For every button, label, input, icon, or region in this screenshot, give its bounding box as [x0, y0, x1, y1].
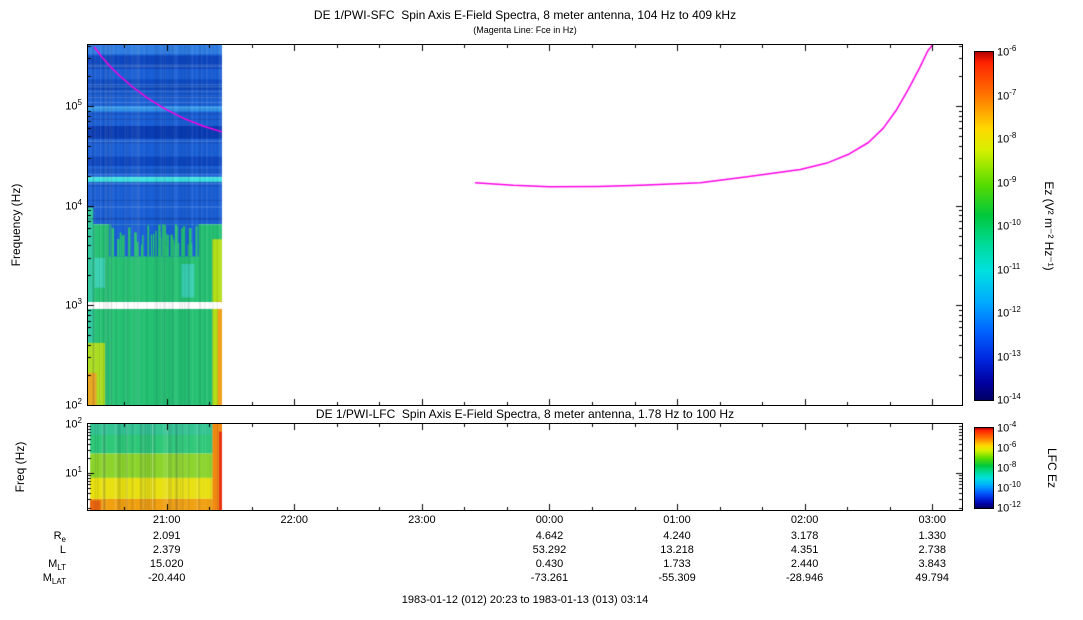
sfc-colorbar-tick-label: 10-11 — [997, 261, 1021, 277]
sfc-colorbar-tick-label: 10-8 — [997, 131, 1017, 146]
lfc-colorbar — [974, 427, 994, 509]
ephemeris-value: 3.843 — [918, 558, 946, 570]
lfc-ytick-label: 102 — [65, 416, 82, 431]
ephemeris-value: -20.440 — [148, 572, 186, 584]
ephemeris-value: 4.642 — [535, 530, 564, 542]
sfc-plot — [87, 44, 963, 406]
lfc-colorbar-tick-label: 10-8 — [997, 460, 1017, 475]
ephemeris-value: 49.794 — [915, 572, 950, 584]
ephemeris-row-label: MLT — [48, 558, 66, 573]
sfc-colorbar-tick-label: 10-14 — [997, 392, 1021, 407]
lfc-spectrogram-canvas — [88, 424, 962, 510]
ephemeris-value: 53.292 — [532, 544, 567, 556]
x-axis-tick-label: 21:00 — [152, 514, 181, 526]
sfc-colorbar-tick-label: 10-12 — [997, 305, 1021, 320]
ephemeris-value: -73.261 — [530, 572, 569, 584]
ephemeris-value: -28.946 — [785, 572, 824, 584]
sfc-spectrogram-canvas — [88, 45, 962, 405]
x-axis-tick-label: 01:00 — [663, 514, 691, 526]
sfc-colorbar-label: Ez (V² m⁻² Hz⁻¹) — [1042, 181, 1056, 271]
lfc-colorbar-label: LFC Ez — [1045, 447, 1059, 489]
sfc-ytick-label: 104 — [65, 197, 82, 213]
sfc-ytick-label: 105 — [65, 97, 82, 113]
ephemeris-value: 0.430 — [535, 558, 564, 570]
sfc-colorbar-tick-label: 10-13 — [997, 348, 1021, 364]
figure-caption: 1983-01-12 (012) 20:23 to 1983-01-13 (01… — [401, 594, 649, 606]
sfc-subtitle: (Magenta Line: Fce in Hz) — [473, 25, 577, 35]
sfc-ytick-label: 102 — [65, 397, 82, 412]
x-axis-tick-label: 03:00 — [918, 514, 946, 526]
lfc-title: DE 1/PWI-LFC Spin Axis E-Field Spectra, … — [315, 407, 735, 421]
ephemeris-value: 2.738 — [918, 544, 946, 556]
sfc-title: DE 1/PWI-SFC Spin Axis E-Field Spectra, … — [313, 8, 737, 22]
ephemeris-value: -55.309 — [658, 572, 696, 584]
ephemeris-value: 1.733 — [663, 558, 691, 570]
lfc-colorbar-tick-label: 10-6 — [997, 440, 1017, 455]
sfc-colorbar-tick-label: 10-10 — [997, 218, 1021, 233]
lfc-colorbar-tick-label: 10-12 — [997, 500, 1021, 515]
lfc-ytick-label: 101 — [65, 465, 82, 480]
ephemeris-row-label: MLAT — [42, 572, 66, 587]
sfc-colorbar-tick-label: 10-6 — [997, 44, 1017, 59]
ephemeris-value: 13.218 — [660, 544, 694, 556]
ephemeris-value: 2.379 — [152, 544, 181, 556]
ephemeris-value: 3.178 — [790, 530, 819, 542]
x-axis-tick-label: 02:00 — [790, 514, 819, 526]
ephemeris-value: 4.240 — [663, 530, 691, 542]
lfc-plot — [87, 423, 963, 511]
sfc-colorbar-tick-label: 10-9 — [997, 174, 1017, 190]
ephemeris-row-label: L — [59, 544, 66, 556]
ephemeris-value: 2.440 — [790, 558, 819, 570]
ephemeris-value: 4.351 — [790, 544, 819, 556]
x-axis-tick-label: 22:00 — [280, 514, 309, 526]
x-axis-tick-label: 00:00 — [535, 514, 564, 526]
sfc-colorbar-tick-label: 10-7 — [997, 87, 1017, 103]
ephemeris-value: 1.330 — [918, 530, 946, 542]
x-axis-tick-label: 23:00 — [408, 514, 436, 526]
ephemeris-value: 15.020 — [149, 558, 184, 570]
sfc-ytick-label: 103 — [65, 297, 82, 312]
lfc-colorbar-tick-label: 10-10 — [997, 480, 1021, 495]
ephemeris-row-label: Re — [53, 530, 66, 545]
ephemeris-value: 2.091 — [152, 530, 181, 542]
sfc-ylabel: Frequency (Hz) — [9, 183, 23, 267]
sfc-colorbar — [974, 51, 994, 401]
lfc-colorbar-tick-label: 10-4 — [997, 420, 1017, 435]
